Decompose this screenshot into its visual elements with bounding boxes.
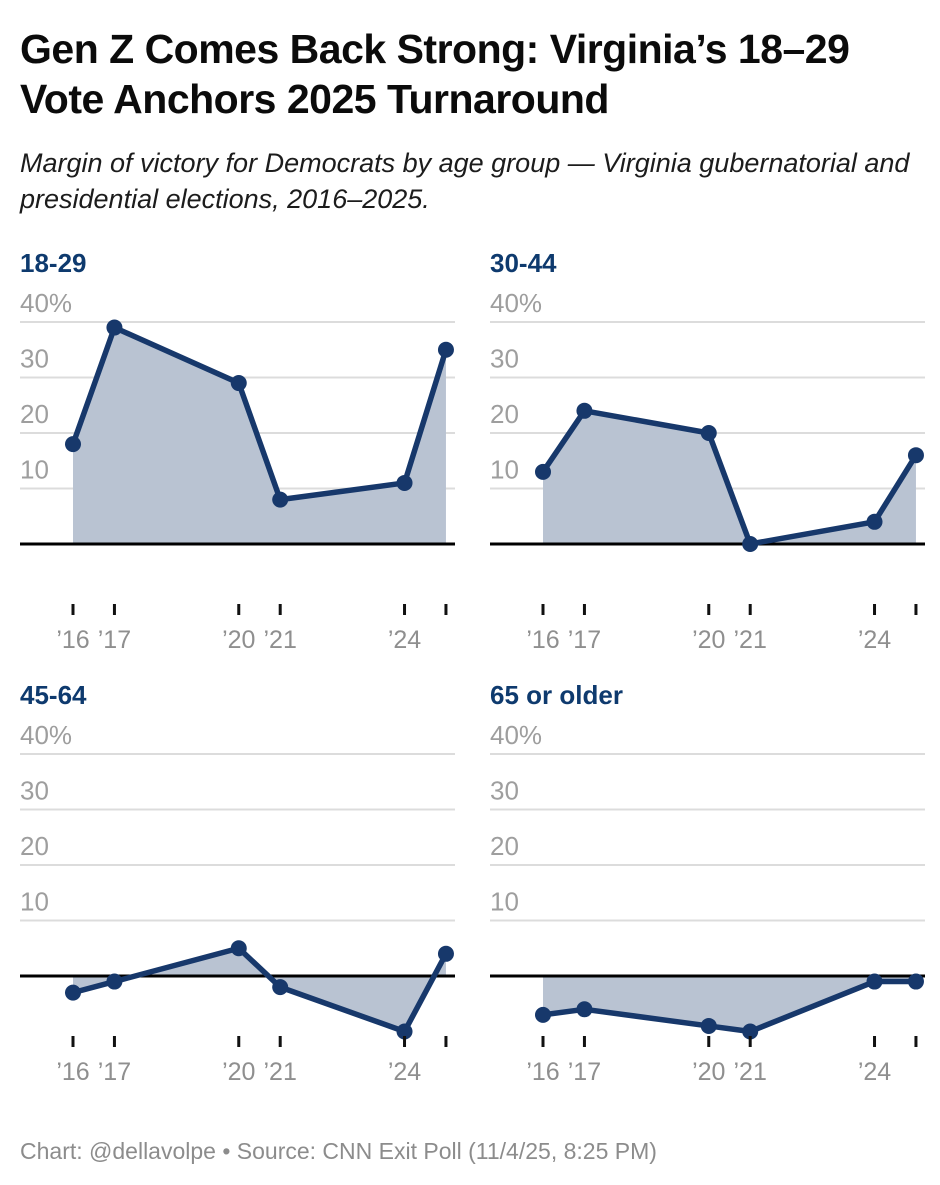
chart-45-64: 40% 30 20 10 ’16 ’17 ’20 ’21 ’24 [20, 720, 455, 1086]
svg-text:20: 20 [490, 831, 519, 861]
svg-text:20: 20 [20, 831, 49, 861]
svg-text:’24: ’24 [858, 626, 891, 654]
svg-text:40%: 40% [20, 720, 72, 750]
chart-credit: Chart: @dellavolpe • Source: CNN Exit Po… [20, 1138, 657, 1164]
svg-text:’21: ’21 [264, 626, 297, 654]
svg-text:’24: ’24 [858, 1058, 891, 1086]
svg-text:30: 30 [490, 344, 519, 374]
svg-text:’17: ’17 [98, 1058, 131, 1086]
chart-18-29: 40% 30 20 10 ’16 ’17 ’20 ’21 ’24 [20, 288, 455, 654]
page-title: Gen Z Comes Back Strong: Virginia’s 18–2… [20, 26, 850, 122]
svg-text:’17: ’17 [568, 626, 601, 654]
svg-text:20: 20 [20, 399, 49, 429]
svg-text:’24: ’24 [388, 626, 421, 654]
svg-text:40%: 40% [490, 720, 542, 750]
svg-text:’17: ’17 [568, 1058, 601, 1086]
svg-text:’21: ’21 [734, 626, 767, 654]
panel-title-45-64: 45-64 [20, 680, 87, 710]
svg-text:’16: ’16 [526, 626, 559, 654]
svg-text:’21: ’21 [264, 1058, 297, 1086]
svg-text:30: 30 [20, 344, 49, 374]
panel-age-45-64: 45-64 40% 30 20 10 ’16 ’17 ’20 ’21 ’24 [0, 682, 470, 1112]
svg-text:’16: ’16 [526, 1058, 559, 1086]
svg-text:’21: ’21 [734, 1058, 767, 1086]
panel-title-30-44: 30-44 [490, 248, 557, 278]
svg-text:20: 20 [490, 399, 519, 429]
svg-text:40%: 40% [490, 288, 542, 318]
svg-text:’24: ’24 [388, 1058, 421, 1086]
panel-age-30-44: 30-44 40% 30 20 10 ’16 ’17 ’20 ’21 ’24 [470, 250, 940, 680]
svg-text:’20: ’20 [222, 1058, 255, 1086]
svg-text:30: 30 [490, 776, 519, 806]
small-multiples-grid: 18-29 40% 30 20 10 ’16 ’17 ’20 ’21 ’24 30-44 40%… [0, 250, 940, 1112]
svg-text:’20: ’20 [222, 626, 255, 654]
svg-text:’17: ’17 [98, 626, 131, 654]
page-subtitle: Margin of victory for Democrats by age g… [20, 148, 910, 214]
svg-text:10: 10 [20, 455, 49, 485]
svg-text:30: 30 [20, 776, 49, 806]
svg-text:’16: ’16 [56, 1058, 89, 1086]
svg-text:40%: 40% [20, 288, 72, 318]
panel-title-65-older: 65 or older [490, 680, 623, 710]
svg-text:10: 10 [490, 887, 519, 917]
panel-age-65-older: 65 or older 40% 30 20 10 ’16 ’17 ’20 ’21 ’24 [470, 682, 940, 1112]
svg-text:10: 10 [490, 455, 519, 485]
svg-text:’20: ’20 [692, 626, 725, 654]
panel-title-18-29: 18-29 [20, 248, 87, 278]
panel-age-18-29: 18-29 40% 30 20 10 ’16 ’17 ’20 ’21 ’24 [0, 250, 470, 680]
svg-text:’20: ’20 [692, 1058, 725, 1086]
svg-text:’16: ’16 [56, 626, 89, 654]
svg-text:10: 10 [20, 887, 49, 917]
chart-65-older: 40% 30 20 10 ’16 ’17 ’20 ’21 ’24 [490, 720, 925, 1086]
chart-30-44: 40% 30 20 10 ’16 ’17 ’20 ’21 ’24 [490, 288, 925, 654]
